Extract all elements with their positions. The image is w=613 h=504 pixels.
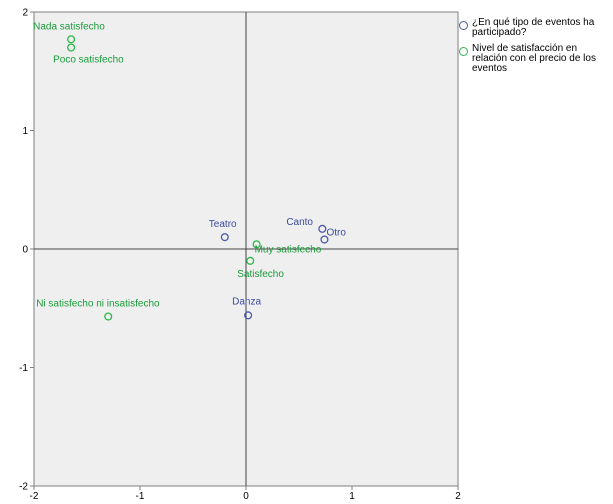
- point-nada-satisfecho: [67, 35, 76, 44]
- legend-item-series-1: ¿En qué tipo de eventos ha participado?: [457, 18, 613, 38]
- x-tick-label: 2: [455, 491, 461, 502]
- point-poco-satisfecho: [67, 43, 76, 52]
- y-tick-label: -2: [19, 482, 28, 493]
- y-tick-label: 1: [22, 126, 28, 137]
- point-satisfecho: [246, 256, 255, 265]
- legend: ¿En qué tipo de eventos ha participado? …: [457, 18, 613, 80]
- x-tick-label: 1: [349, 491, 355, 502]
- x-tick-label: 0: [243, 491, 249, 502]
- point-label-poco-satisfecho: Poco satisfecho: [53, 55, 124, 66]
- point-labels: Teatro Canto Otro Danza Nada satisfecho Poco …: [33, 21, 346, 309]
- point-label-nada-satisfecho: Nada satisfecho: [33, 21, 105, 32]
- point-danza: [244, 311, 253, 320]
- point-teatro: [220, 233, 229, 242]
- point-label-ni-satisfecho-ni-insatisfecho: Ni satisfecho ni insatisfecho: [36, 299, 160, 310]
- x-axis-ticks: -2 -1 0 1 2: [30, 486, 461, 502]
- point-label-otro: Otro: [326, 228, 346, 239]
- point-label-canto: Canto: [286, 217, 313, 228]
- legend-label-series-1: ¿En qué tipo de eventos ha participado?: [472, 17, 595, 38]
- point-muy-satisfecho: [252, 240, 261, 249]
- point-ni-satisfecho-ni-insatisfecho: [104, 312, 113, 321]
- legend-item-series-2: Nivel de satisfacción en relación con el…: [457, 44, 613, 74]
- point-label-muy-satisfecho: Muy satisfecho: [255, 244, 322, 255]
- data-points: [67, 35, 329, 321]
- point-otro: [320, 235, 329, 244]
- point-label-teatro: Teatro: [209, 219, 237, 230]
- y-axis-ticks: -2 -1 0 1 2: [19, 8, 34, 493]
- x-tick-label: -1: [136, 491, 145, 502]
- y-tick-label: -1: [19, 363, 28, 374]
- y-tick-label: 2: [22, 8, 28, 19]
- point-label-danza: Danza: [232, 296, 261, 307]
- y-tick-label: 0: [22, 245, 28, 256]
- legend-marker-series-1: [459, 21, 468, 30]
- point-label-satisfecho: Satisfecho: [237, 269, 284, 280]
- legend-marker-series-2: [459, 47, 468, 56]
- legend-label-series-2: Nivel de satisfacción en relación con el…: [472, 43, 596, 74]
- x-tick-label: -2: [30, 491, 39, 502]
- point-canto: [318, 224, 327, 233]
